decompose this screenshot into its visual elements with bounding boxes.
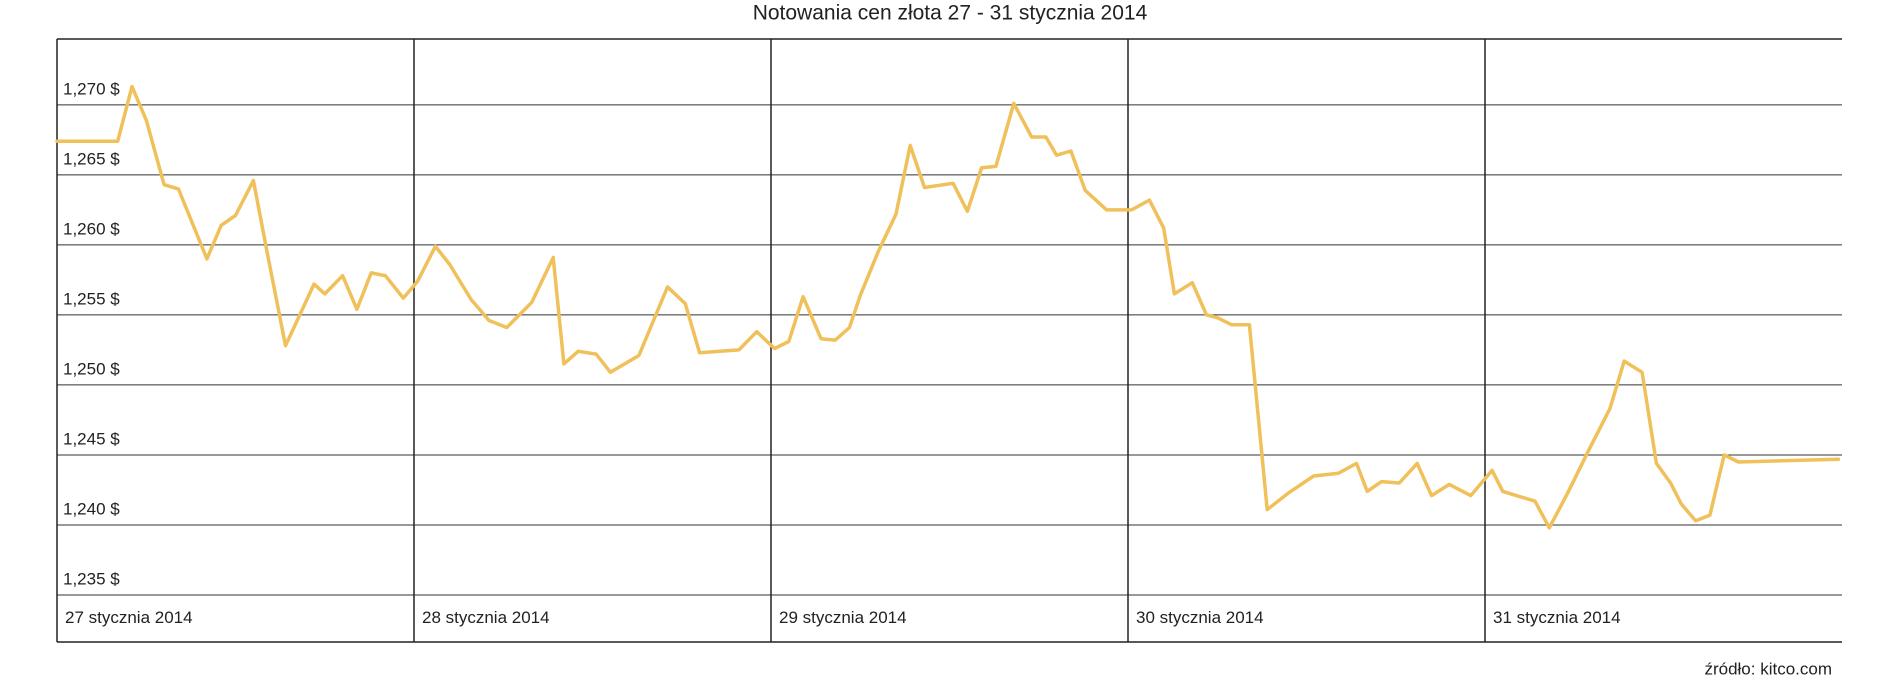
y-tick-label: 1,245 $ (63, 429, 120, 448)
x-tick-label: 29 stycznia 2014 (779, 608, 907, 627)
y-tick-label: 1,235 $ (63, 569, 120, 588)
y-tick-label: 1,250 $ (63, 359, 120, 378)
source-note: źródło: kitco.com (1704, 659, 1832, 678)
y-tick-label: 1,255 $ (63, 289, 120, 308)
y-tick-label: 1,265 $ (63, 149, 120, 168)
x-tick-label: 27 stycznia 2014 (65, 608, 193, 627)
x-tick-label: 30 stycznia 2014 (1136, 608, 1264, 627)
y-tick-label: 1,240 $ (63, 499, 120, 518)
y-tick-label: 1,260 $ (63, 219, 120, 238)
x-tick-label: 31 stycznia 2014 (1493, 608, 1621, 627)
y-tick-label: 1,270 $ (63, 79, 120, 98)
x-tick-label: 28 stycznia 2014 (422, 608, 550, 627)
price-line (55, 84, 1841, 530)
chart-title: Notowania cen złota 27 - 31 stycznia 201… (753, 2, 1148, 25)
